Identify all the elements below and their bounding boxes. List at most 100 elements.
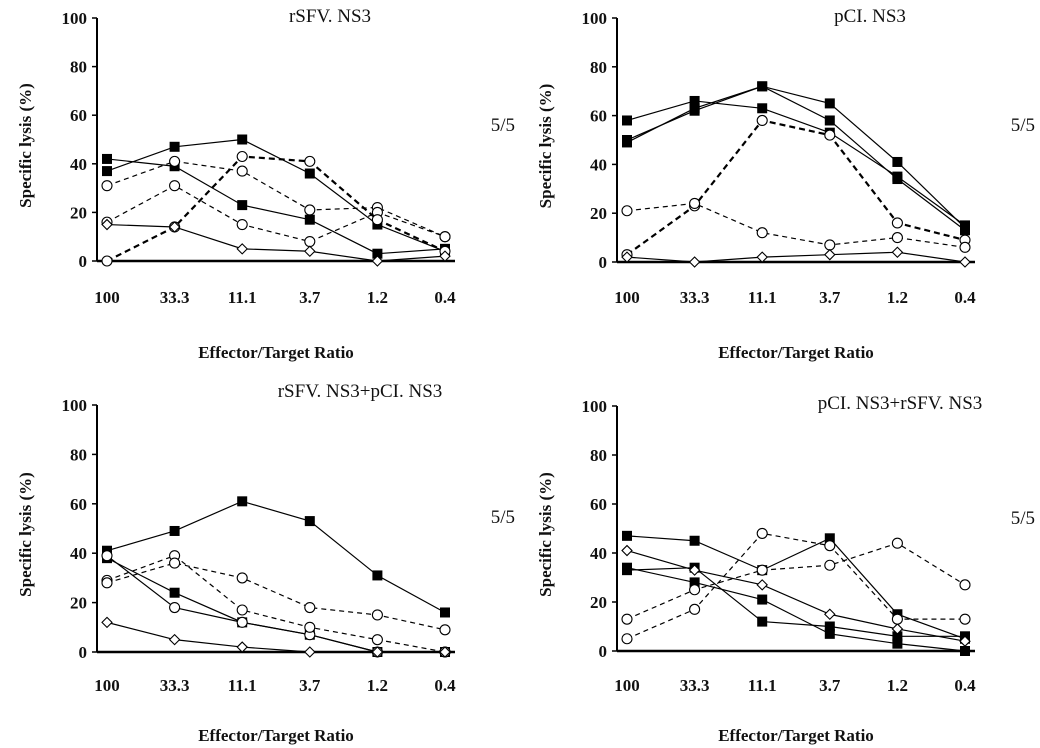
chart-svg: 0 20 40 60 80 100 100 33.3 11.1 3.7 1.2 0.4 Specific…: [16, 381, 515, 745]
data-point-diamond: [688, 564, 701, 576]
data-point-circle: [101, 550, 113, 562]
x-tick-label: 11.1: [748, 676, 777, 695]
series-line: [626, 85, 966, 231]
y-tick-label: 0: [599, 253, 608, 272]
data-point-diamond: [371, 646, 384, 658]
y-tick-label: 0: [79, 643, 88, 662]
data-point-square: [237, 200, 248, 211]
chart-panel-3: 0 20 40 60 80 100 100 33.3 11.1 3.7 1.2 0.4 Specific…: [0, 374, 520, 748]
y-tick-label: 20: [70, 203, 87, 222]
chart-panel-1: 0 20 40 60 80 100 100 33.3 11.1 3.7 1.2 0.4 Specific…: [0, 0, 520, 374]
series-line: [626, 567, 965, 637]
data-point-diamond: [304, 245, 316, 258]
data-point-diamond: [891, 246, 904, 259]
y-tick-label: 80: [70, 445, 87, 464]
data-point-square: [440, 607, 450, 618]
series-line: [106, 500, 446, 614]
data-point-diamond: [236, 243, 248, 255]
ratio-label: 5/5: [491, 507, 515, 528]
panel-title: pCI. NS3+rSFV. NS3: [818, 393, 983, 414]
data-point-square: [892, 631, 903, 642]
x-tick-label: 11.1: [748, 288, 777, 307]
data-point-circle: [689, 603, 701, 615]
data-point-circle: [891, 232, 903, 244]
series-line: [106, 555, 445, 653]
series-line: [106, 184, 446, 243]
series-line: [626, 567, 966, 652]
data-point-square: [102, 166, 112, 177]
x-tick-label: 3.7: [299, 288, 321, 307]
data-point-square: [689, 95, 700, 106]
data-point-square: [622, 565, 632, 576]
data-point-square: [169, 141, 180, 152]
data-point-diamond: [439, 646, 451, 658]
x-tick-label: 33.3: [160, 288, 190, 307]
data-point-circle: [824, 129, 836, 141]
y-tick-label: 40: [70, 544, 87, 563]
data-point-square: [169, 587, 180, 598]
x-tick-label: 100: [94, 676, 120, 695]
data-point-square: [689, 577, 700, 588]
series-line: [626, 535, 966, 640]
series-line: [106, 223, 446, 262]
data-point-diamond: [101, 616, 113, 629]
ratio-label: 5/5: [491, 115, 515, 136]
panel-title: rSFV. NS3: [289, 6, 371, 27]
data-point-square: [237, 496, 248, 507]
series-line: [626, 119, 966, 256]
data-point-circle: [959, 613, 971, 625]
x-tick-label: 1.2: [367, 676, 388, 695]
x-tick-label: 33.3: [680, 676, 710, 695]
x-tick-label: 1.2: [367, 288, 388, 307]
x-tick-label: 0.4: [434, 288, 456, 307]
x-tick-label: 33.3: [680, 288, 710, 307]
data-point-square: [169, 525, 180, 536]
x-tick-label: 1.2: [887, 676, 908, 695]
data-point-square: [304, 214, 315, 225]
data-point-square: [372, 570, 383, 581]
data-point-diamond: [371, 255, 384, 267]
y-tick-label: 40: [590, 544, 607, 563]
data-point-circle: [756, 227, 768, 239]
series-line: [106, 155, 446, 262]
y-axis-label: Specific lysis (%): [536, 472, 555, 597]
data-point-circle: [439, 231, 451, 243]
data-point-circle: [371, 609, 383, 621]
x-tick-label: 11.1: [228, 288, 257, 307]
ratio-label: 5/5: [1011, 508, 1035, 529]
x-tick-label: 33.3: [160, 676, 190, 695]
x-tick-label: 3.7: [819, 288, 841, 307]
data-point-circle: [101, 577, 113, 589]
series-line: [626, 549, 966, 642]
data-point-circle: [169, 601, 181, 614]
x-tick-label: 0.4: [434, 676, 456, 695]
data-point-circle: [236, 572, 248, 584]
x-tick-label: 0.4: [954, 288, 976, 307]
y-tick-label: 60: [590, 107, 607, 126]
data-point-circle: [621, 613, 633, 625]
series-line: [106, 554, 446, 653]
panel-title: pCI. NS3: [834, 6, 906, 27]
y-tick-label: 0: [599, 642, 608, 661]
y-tick-label: 60: [70, 495, 87, 514]
data-point-square: [372, 248, 383, 259]
data-point-diamond: [959, 635, 971, 647]
data-point-circle: [891, 217, 903, 229]
data-point-circle: [101, 180, 113, 192]
data-point-diamond: [891, 623, 904, 635]
data-point-square: [757, 594, 768, 605]
chart-svg: 0 20 40 60 80 100 100 33.3 11.1 3.7 1.2 0.4 Specific…: [536, 6, 1035, 362]
data-point-square: [757, 103, 768, 114]
y-tick-label: 100: [582, 397, 608, 416]
series-line: [626, 85, 966, 229]
x-tick-label: 1.2: [887, 288, 908, 307]
data-point-diamond: [688, 256, 701, 268]
data-point-diamond: [304, 646, 316, 658]
x-tick-label: 100: [94, 288, 120, 307]
x-tick-label: 100: [614, 676, 640, 695]
series-line: [626, 202, 966, 248]
data-point-square: [824, 621, 835, 632]
data-point-diamond: [824, 248, 836, 261]
y-tick-label: 0: [79, 252, 88, 271]
